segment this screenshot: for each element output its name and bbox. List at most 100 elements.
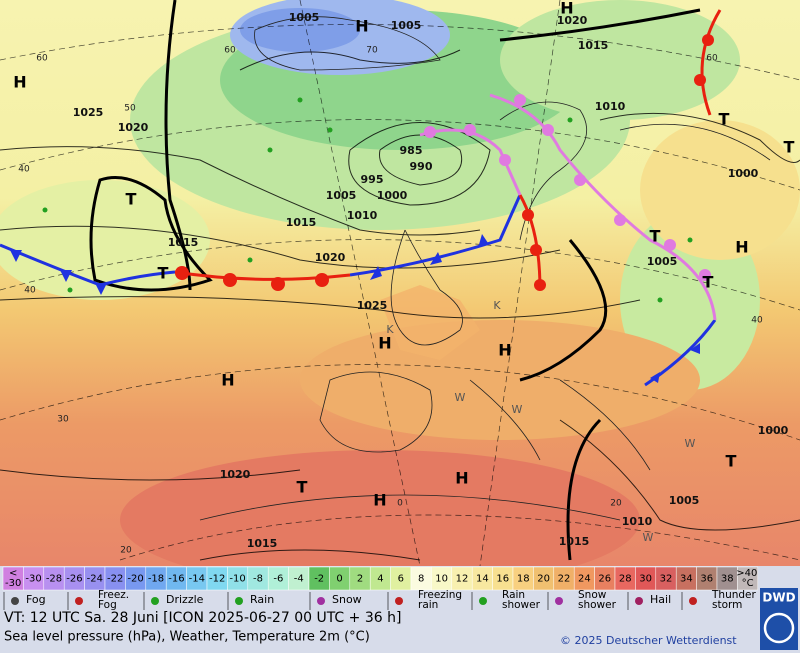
pressure-center: H xyxy=(560,0,573,18)
pressure-label: 1020 xyxy=(315,251,346,264)
pressure-center: T xyxy=(726,452,737,471)
pressure-center: T xyxy=(719,110,730,129)
pressure-label: 1000 xyxy=(377,189,408,202)
scale-below-value: -30 xyxy=(5,578,21,589)
scale-label: 32 xyxy=(660,574,673,585)
scale-above-value: 40 xyxy=(745,568,758,579)
pressure-label: 985 xyxy=(400,144,423,157)
scale-label: -24 xyxy=(87,574,103,585)
dwd-logo-text: DWD xyxy=(762,591,795,605)
scale-label: 10 xyxy=(435,574,448,585)
legend-label: Fog xyxy=(26,593,46,606)
pressure-label: 1010 xyxy=(622,515,653,528)
grid-label: 30 xyxy=(57,415,69,425)
legend-icon xyxy=(635,597,643,605)
wind-marker: W xyxy=(685,437,696,450)
scale-label: 4 xyxy=(377,574,383,585)
dwd-logo xyxy=(760,588,798,650)
scale-label: -4 xyxy=(294,574,304,585)
scale-label: -22 xyxy=(107,574,123,585)
pressure-center: H xyxy=(221,371,234,390)
scale-label: 12 xyxy=(456,574,469,585)
scale-label: 34 xyxy=(680,574,693,585)
dwd-logo-icon xyxy=(763,612,795,644)
scale-label: 26 xyxy=(598,574,611,585)
legend-icon xyxy=(11,597,19,605)
legend-label: Rain xyxy=(502,589,525,601)
temperature-scale: <-30 -30 -28 -26 -24 -22 -20 -18 -16 -14 -12 -10 -8-… xyxy=(2,566,759,591)
pressure-label: 1015 xyxy=(168,236,199,249)
pressure-center: T xyxy=(126,190,137,209)
scale-label: -6 xyxy=(273,574,283,585)
pressure-label: 1000 xyxy=(758,424,789,437)
scale-label: -18 xyxy=(148,574,164,585)
legend-label: Snow xyxy=(332,593,362,606)
pressure-center: H xyxy=(735,238,748,257)
pressure-label: 1020 xyxy=(220,468,251,481)
grid-label: 40 xyxy=(18,165,30,175)
scale-label: 28 xyxy=(619,574,632,585)
pressure-center: H xyxy=(355,17,368,36)
pressure-label: 1005 xyxy=(647,255,678,268)
pressure-label: 990 xyxy=(410,160,433,173)
pressure-label: 1005 xyxy=(669,494,700,507)
legend-label: Hail xyxy=(650,593,671,606)
scale-label: -20 xyxy=(127,574,143,585)
scale-above-sign: > xyxy=(736,568,744,579)
grid-label: 20 xyxy=(610,499,622,509)
scale-label: -28 xyxy=(46,574,62,585)
grid-label: 70 xyxy=(366,46,378,56)
legend-icon xyxy=(689,597,697,605)
grid-label: 60 xyxy=(224,46,236,56)
scale-label: 6 xyxy=(398,574,404,585)
scale-label: 8 xyxy=(418,574,424,585)
wind-marker: K xyxy=(493,299,501,312)
legend-icon xyxy=(75,597,83,605)
weather-legend: Fog Freez.Fog Drizzle Rain Snow FreezingrainR… xyxy=(3,589,757,611)
copyright: © 2025 Deutscher Wetterdienst xyxy=(560,634,737,647)
pressure-center: H xyxy=(373,491,386,510)
grid-label: 0 xyxy=(397,499,403,509)
legend-icon xyxy=(151,597,159,605)
legend-label: Drizzle xyxy=(166,593,204,606)
pressure-label: 1005 xyxy=(326,189,357,202)
scale-label: 14 xyxy=(476,574,489,585)
scale-label: 36 xyxy=(700,574,713,585)
pressure-center: H xyxy=(455,469,468,488)
pressure-center: H xyxy=(378,334,391,353)
scale-label: 2 xyxy=(357,574,363,585)
scale-label: -8 xyxy=(253,574,263,585)
scale-label: -14 xyxy=(189,574,205,585)
pressure-center: T xyxy=(297,478,308,497)
pressure-label: 1020 xyxy=(557,14,588,27)
legend-label: Snow xyxy=(578,589,607,601)
scale-label: 38 xyxy=(721,574,734,585)
scale-unit: °C xyxy=(742,578,754,589)
legend-icon xyxy=(479,597,487,605)
map-area xyxy=(0,0,800,566)
legend-label: Fog xyxy=(98,599,117,611)
scale-label: 20 xyxy=(537,574,550,585)
valid-time: VT: 12 UTC Sa. 28 Juni [ICON 2025-06-27 … xyxy=(4,610,401,626)
product: Sea level pressure (hPa), Weather, Tempe… xyxy=(4,630,370,645)
pressure-label: 1010 xyxy=(347,209,378,222)
legend-label: Freez. xyxy=(98,589,129,601)
grid-label: 60 xyxy=(36,54,48,64)
scale-label: 22 xyxy=(558,574,571,585)
pressure-label: 1015 xyxy=(286,216,317,229)
scale-label: -10 xyxy=(229,574,245,585)
scale-below-sign: < xyxy=(9,568,17,579)
legend-icon xyxy=(395,597,403,605)
pressure-label: 995 xyxy=(361,173,384,186)
scale-label: 16 xyxy=(496,574,509,585)
legend-icon xyxy=(235,597,243,605)
scale-label: -30 xyxy=(25,574,41,585)
pressure-center: T xyxy=(158,264,169,283)
wind-marker: W xyxy=(455,391,466,404)
scale-label: 18 xyxy=(517,574,530,585)
legend-label: storm xyxy=(712,599,742,611)
grid-label: 50 xyxy=(124,104,136,114)
pressure-center: H xyxy=(498,341,511,360)
wind-marker: K xyxy=(386,323,394,336)
